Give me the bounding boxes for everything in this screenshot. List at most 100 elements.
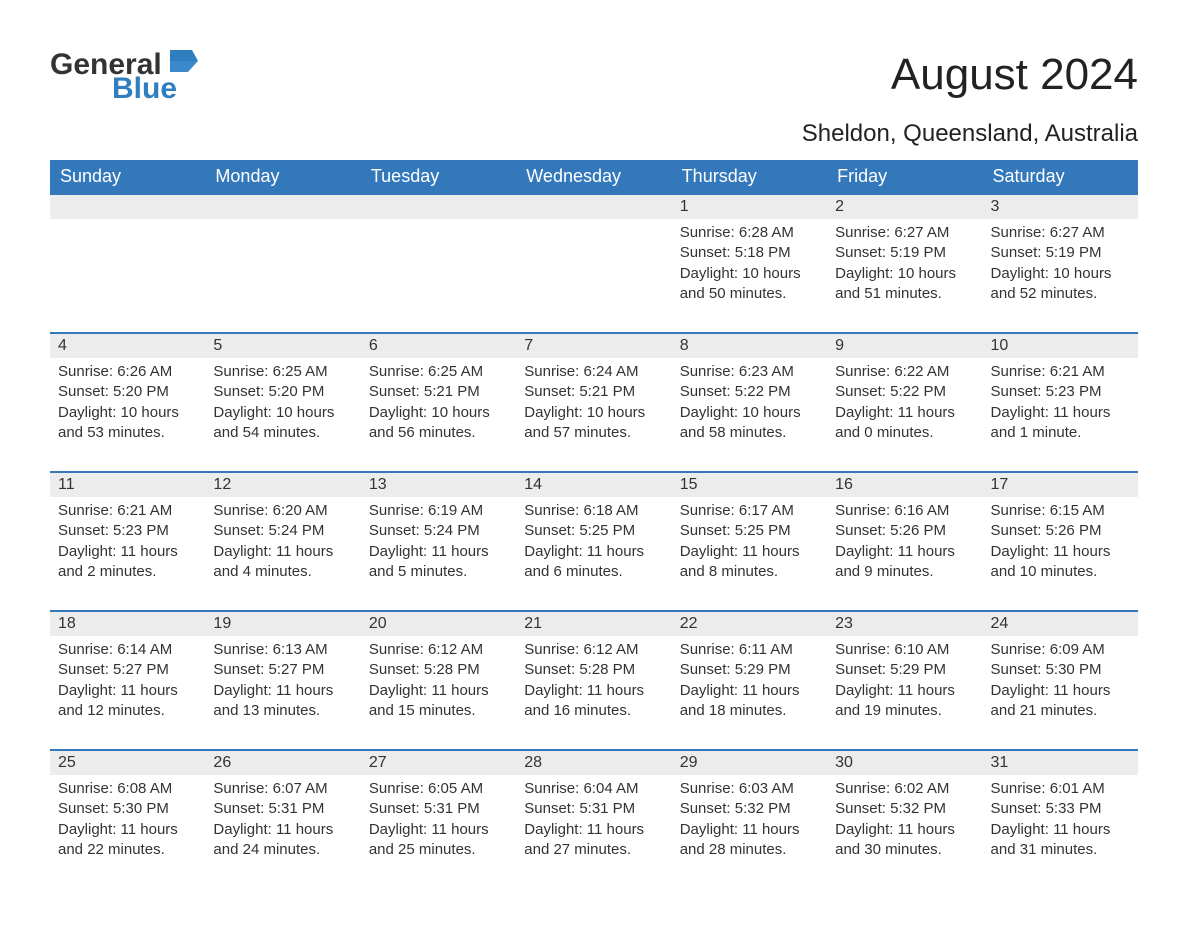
sunrise-value: 6:13 AM [273,641,328,658]
sunset-label: Sunset: [835,661,890,678]
day-body: Sunrise: 6:28 AMSunset: 5:18 PMDaylight:… [672,219,827,332]
calendar-cell: 31Sunrise: 6:01 AMSunset: 5:33 PMDayligh… [983,749,1138,888]
sunrise-label: Sunrise: [213,502,272,519]
sunrise-value: 6:17 AM [739,502,794,519]
calendar-cell: 8Sunrise: 6:23 AMSunset: 5:22 PMDaylight… [672,332,827,471]
calendar-cell [205,193,360,332]
page-subtitle: Sheldon, Queensland, Australia [802,120,1138,148]
sunset-value: 5:27 PM [268,661,324,678]
sunrise-label: Sunrise: [213,363,272,380]
sunset-label: Sunset: [680,244,735,261]
calendar-body: 1Sunrise: 6:28 AMSunset: 5:18 PMDaylight… [50,193,1138,888]
sunset-label: Sunset: [58,522,113,539]
sunset-line: Sunset: 5:22 PM [680,382,819,402]
sunset-line: Sunset: 5:31 PM [524,799,663,819]
sunrise-value: 6:24 AM [583,363,638,380]
daylight-line: Daylight: 11 hours and 19 minutes. [835,681,974,722]
sunrise-line: Sunrise: 6:24 AM [524,362,663,382]
daylight-label: Daylight: [213,682,276,699]
sunset-label: Sunset: [991,522,1046,539]
day-body: Sunrise: 6:23 AMSunset: 5:22 PMDaylight:… [672,358,827,471]
sunset-line: Sunset: 5:29 PM [680,660,819,680]
day-number: 6 [361,332,516,358]
daylight-line: Daylight: 11 hours and 24 minutes. [213,820,352,861]
daylight-label: Daylight: [524,543,587,560]
daylight-line: Daylight: 11 hours and 22 minutes. [58,820,197,861]
sunrise-label: Sunrise: [58,780,117,797]
day-number: 9 [827,332,982,358]
day-body: Sunrise: 6:21 AMSunset: 5:23 PMDaylight:… [50,497,205,610]
sunrise-value: 6:15 AM [1050,502,1105,519]
day-body: Sunrise: 6:01 AMSunset: 5:33 PMDaylight:… [983,775,1138,888]
sunrise-label: Sunrise: [680,363,739,380]
day-number: 7 [516,332,671,358]
sunrise-label: Sunrise: [991,641,1050,658]
sunset-line: Sunset: 5:26 PM [991,521,1130,541]
sunset-value: 5:18 PM [735,244,791,261]
sunset-label: Sunset: [835,800,890,817]
sunset-label: Sunset: [991,383,1046,400]
sunset-value: 5:22 PM [735,383,791,400]
day-body: Sunrise: 6:27 AMSunset: 5:19 PMDaylight:… [827,219,982,332]
day-body: Sunrise: 6:13 AMSunset: 5:27 PMDaylight:… [205,636,360,749]
sunrise-label: Sunrise: [680,641,739,658]
sunset-value: 5:27 PM [113,661,169,678]
sunset-line: Sunset: 5:24 PM [213,521,352,541]
calendar-cell: 17Sunrise: 6:15 AMSunset: 5:26 PMDayligh… [983,471,1138,610]
sunrise-line: Sunrise: 6:02 AM [835,779,974,799]
empty-day-band [50,193,205,219]
daylight-line: Daylight: 11 hours and 18 minutes. [680,681,819,722]
day-number: 12 [205,471,360,497]
sunset-label: Sunset: [213,383,268,400]
header: General Blue August 2024 Sheldon, Queens… [50,50,1138,148]
sunrise-label: Sunrise: [369,780,428,797]
sunset-line: Sunset: 5:18 PM [680,243,819,263]
daylight-line: Daylight: 11 hours and 28 minutes. [680,820,819,861]
sunset-line: Sunset: 5:28 PM [524,660,663,680]
sunrise-line: Sunrise: 6:12 AM [524,640,663,660]
daylight-label: Daylight: [213,404,276,421]
sunrise-label: Sunrise: [58,502,117,519]
day-number: 29 [672,749,827,775]
day-number: 17 [983,471,1138,497]
sunset-label: Sunset: [213,800,268,817]
daylight-line: Daylight: 11 hours and 13 minutes. [213,681,352,722]
day-number: 18 [50,610,205,636]
sunset-label: Sunset: [680,800,735,817]
sunrise-line: Sunrise: 6:14 AM [58,640,197,660]
calendar-week-row: 4Sunrise: 6:26 AMSunset: 5:20 PMDaylight… [50,332,1138,471]
day-number: 11 [50,471,205,497]
daylight-line: Daylight: 11 hours and 4 minutes. [213,542,352,583]
sunset-value: 5:24 PM [268,522,324,539]
sunrise-label: Sunrise: [680,780,739,797]
calendar-cell: 26Sunrise: 6:07 AMSunset: 5:31 PMDayligh… [205,749,360,888]
sunrise-label: Sunrise: [835,502,894,519]
daylight-line: Daylight: 11 hours and 30 minutes. [835,820,974,861]
sunrise-line: Sunrise: 6:09 AM [991,640,1130,660]
calendar-week-row: 25Sunrise: 6:08 AMSunset: 5:30 PMDayligh… [50,749,1138,888]
daylight-label: Daylight: [524,682,587,699]
daylight-label: Daylight: [58,404,121,421]
sunset-value: 5:29 PM [735,661,791,678]
sunset-line: Sunset: 5:30 PM [58,799,197,819]
sunset-label: Sunset: [58,661,113,678]
sunrise-line: Sunrise: 6:15 AM [991,501,1130,521]
day-number: 30 [827,749,982,775]
calendar-week-row: 1Sunrise: 6:28 AMSunset: 5:18 PMDaylight… [50,193,1138,332]
day-body: Sunrise: 6:25 AMSunset: 5:21 PMDaylight:… [361,358,516,471]
sunrise-line: Sunrise: 6:04 AM [524,779,663,799]
sunset-line: Sunset: 5:29 PM [835,660,974,680]
daylight-label: Daylight: [835,682,898,699]
title-block: August 2024 Sheldon, Queensland, Austral… [802,50,1138,148]
day-body: Sunrise: 6:17 AMSunset: 5:25 PMDaylight:… [672,497,827,610]
sunset-value: 5:26 PM [1046,522,1102,539]
sunrise-line: Sunrise: 6:10 AM [835,640,974,660]
sunset-value: 5:30 PM [113,800,169,817]
sunrise-value: 6:04 AM [583,780,638,797]
sunset-value: 5:33 PM [1046,800,1102,817]
sunset-line: Sunset: 5:23 PM [58,521,197,541]
sunrise-line: Sunrise: 6:12 AM [369,640,508,660]
sunrise-line: Sunrise: 6:18 AM [524,501,663,521]
sunset-value: 5:21 PM [579,383,635,400]
sunrise-line: Sunrise: 6:03 AM [680,779,819,799]
